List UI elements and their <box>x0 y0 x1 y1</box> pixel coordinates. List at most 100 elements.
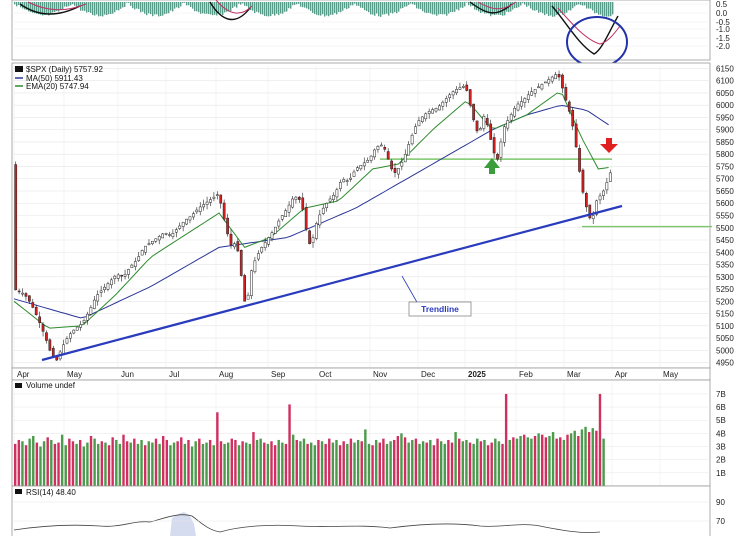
macd-histogram-bar <box>578 2 580 5</box>
candle-body <box>65 338 69 344</box>
candle-body <box>318 214 322 226</box>
volume-bar <box>559 437 562 486</box>
volume-bar <box>248 443 252 486</box>
macd-histogram-bar <box>530 2 532 9</box>
macd-histogram-bar <box>604 2 606 17</box>
macd-histogram-bar <box>306 2 308 9</box>
volume-panel: 7B 6B 5B 4B 3B 2B 1B Volume undef <box>11 379 726 487</box>
volume-bar <box>263 442 266 486</box>
candle-body <box>441 101 445 107</box>
volume-tick-label: 4B <box>716 429 726 438</box>
macd-histogram-bar <box>182 2 184 4</box>
macd-histogram-bar <box>376 2 378 14</box>
macd-histogram-bar <box>514 2 516 9</box>
volume-bar <box>21 441 24 486</box>
candle-body <box>48 339 52 351</box>
macd-histogram-bar <box>452 2 454 13</box>
candle-body <box>14 164 18 291</box>
macd-histogram-bar <box>550 2 552 16</box>
macd-histogram-bar <box>224 2 226 13</box>
macd-histogram-bar <box>408 2 410 5</box>
macd-histogram-bar <box>482 2 484 13</box>
volume-bar <box>237 445 241 486</box>
candle-body <box>574 123 578 148</box>
macd-histogram-bar <box>28 2 30 12</box>
macd-histogram-bar <box>412 2 414 5</box>
price-tick-label: 5800 <box>716 150 734 159</box>
volume-bar <box>50 439 53 486</box>
macd-histogram-bar <box>84 2 86 11</box>
candle-body <box>479 128 482 131</box>
macd-histogram-bar <box>360 2 362 8</box>
candle-body <box>397 168 400 175</box>
price-tick-label: 5050 <box>716 334 734 343</box>
macd-histogram-bar <box>192 2 194 9</box>
candle-body <box>496 153 499 160</box>
macd-histogram-bar <box>204 2 206 14</box>
macd-histogram-bar <box>244 2 246 6</box>
candle-body <box>434 108 438 112</box>
candle-body <box>294 196 298 200</box>
candle-body <box>103 286 106 291</box>
macd-histogram-bar <box>558 2 560 14</box>
volume-bar <box>208 439 212 486</box>
volume-bar <box>429 439 432 486</box>
macd-histogram-bar <box>414 2 416 5</box>
macd-histogram-bar <box>428 2 430 13</box>
candle-body <box>608 172 612 182</box>
macd-histogram-bar <box>270 2 272 17</box>
macd-histogram-bar <box>260 2 262 15</box>
macd-histogram-bar <box>246 2 248 7</box>
macd-histogram-bar <box>64 2 66 7</box>
volume-bar <box>223 443 226 486</box>
macd-histogram-bar <box>608 2 610 17</box>
candle-body <box>116 274 120 279</box>
candle-body <box>113 275 117 280</box>
candle-body <box>410 134 414 145</box>
volume-bar <box>46 437 49 486</box>
candle-body <box>472 103 475 121</box>
candle-body <box>222 202 226 220</box>
macd-histogram-bar <box>354 2 356 4</box>
volume-bar <box>360 441 363 486</box>
macd-histogram-bar <box>62 2 64 10</box>
candle-body <box>62 344 65 355</box>
macd-histogram-bar <box>132 2 134 9</box>
candle-body <box>492 137 496 154</box>
candle-body <box>154 238 158 242</box>
macd-histogram-bar <box>124 2 126 7</box>
candle-body <box>130 264 134 268</box>
macd-histogram-bar <box>384 2 386 15</box>
candle-body <box>400 161 404 167</box>
macd-histogram-bar <box>56 2 58 11</box>
volume-bar <box>569 433 573 486</box>
rsi-fill <box>170 512 196 536</box>
macd-histogram-bar <box>562 2 564 15</box>
macd-histogram-bar <box>368 2 370 13</box>
macd-histogram-bar <box>548 2 550 17</box>
candle-body <box>465 84 469 91</box>
macd-histogram-bar <box>228 2 230 12</box>
volume-bar <box>353 442 356 486</box>
macd-histogram-bar <box>350 2 352 6</box>
volume-bar <box>71 441 75 486</box>
candle-body <box>69 333 72 339</box>
macd-histogram-bar <box>156 2 158 15</box>
candle-body <box>263 242 267 248</box>
macd-histogram-bar <box>102 2 104 17</box>
macd-tick-label: -0.5 <box>716 18 730 27</box>
volume-bar <box>472 443 475 486</box>
candle-body <box>110 279 113 286</box>
macd-histogram-bar <box>370 2 372 15</box>
volume-bar <box>371 445 374 486</box>
macd-histogram-bar <box>592 2 594 11</box>
macd-histogram-bar <box>584 2 586 6</box>
candle-body <box>31 302 35 308</box>
candle-body <box>28 295 31 302</box>
volume-bar <box>497 441 501 486</box>
volume-bar <box>338 445 342 486</box>
candle-body <box>366 160 370 163</box>
candle-body <box>250 270 253 296</box>
macd-histogram-bar <box>188 2 190 6</box>
candle-body <box>168 234 171 236</box>
